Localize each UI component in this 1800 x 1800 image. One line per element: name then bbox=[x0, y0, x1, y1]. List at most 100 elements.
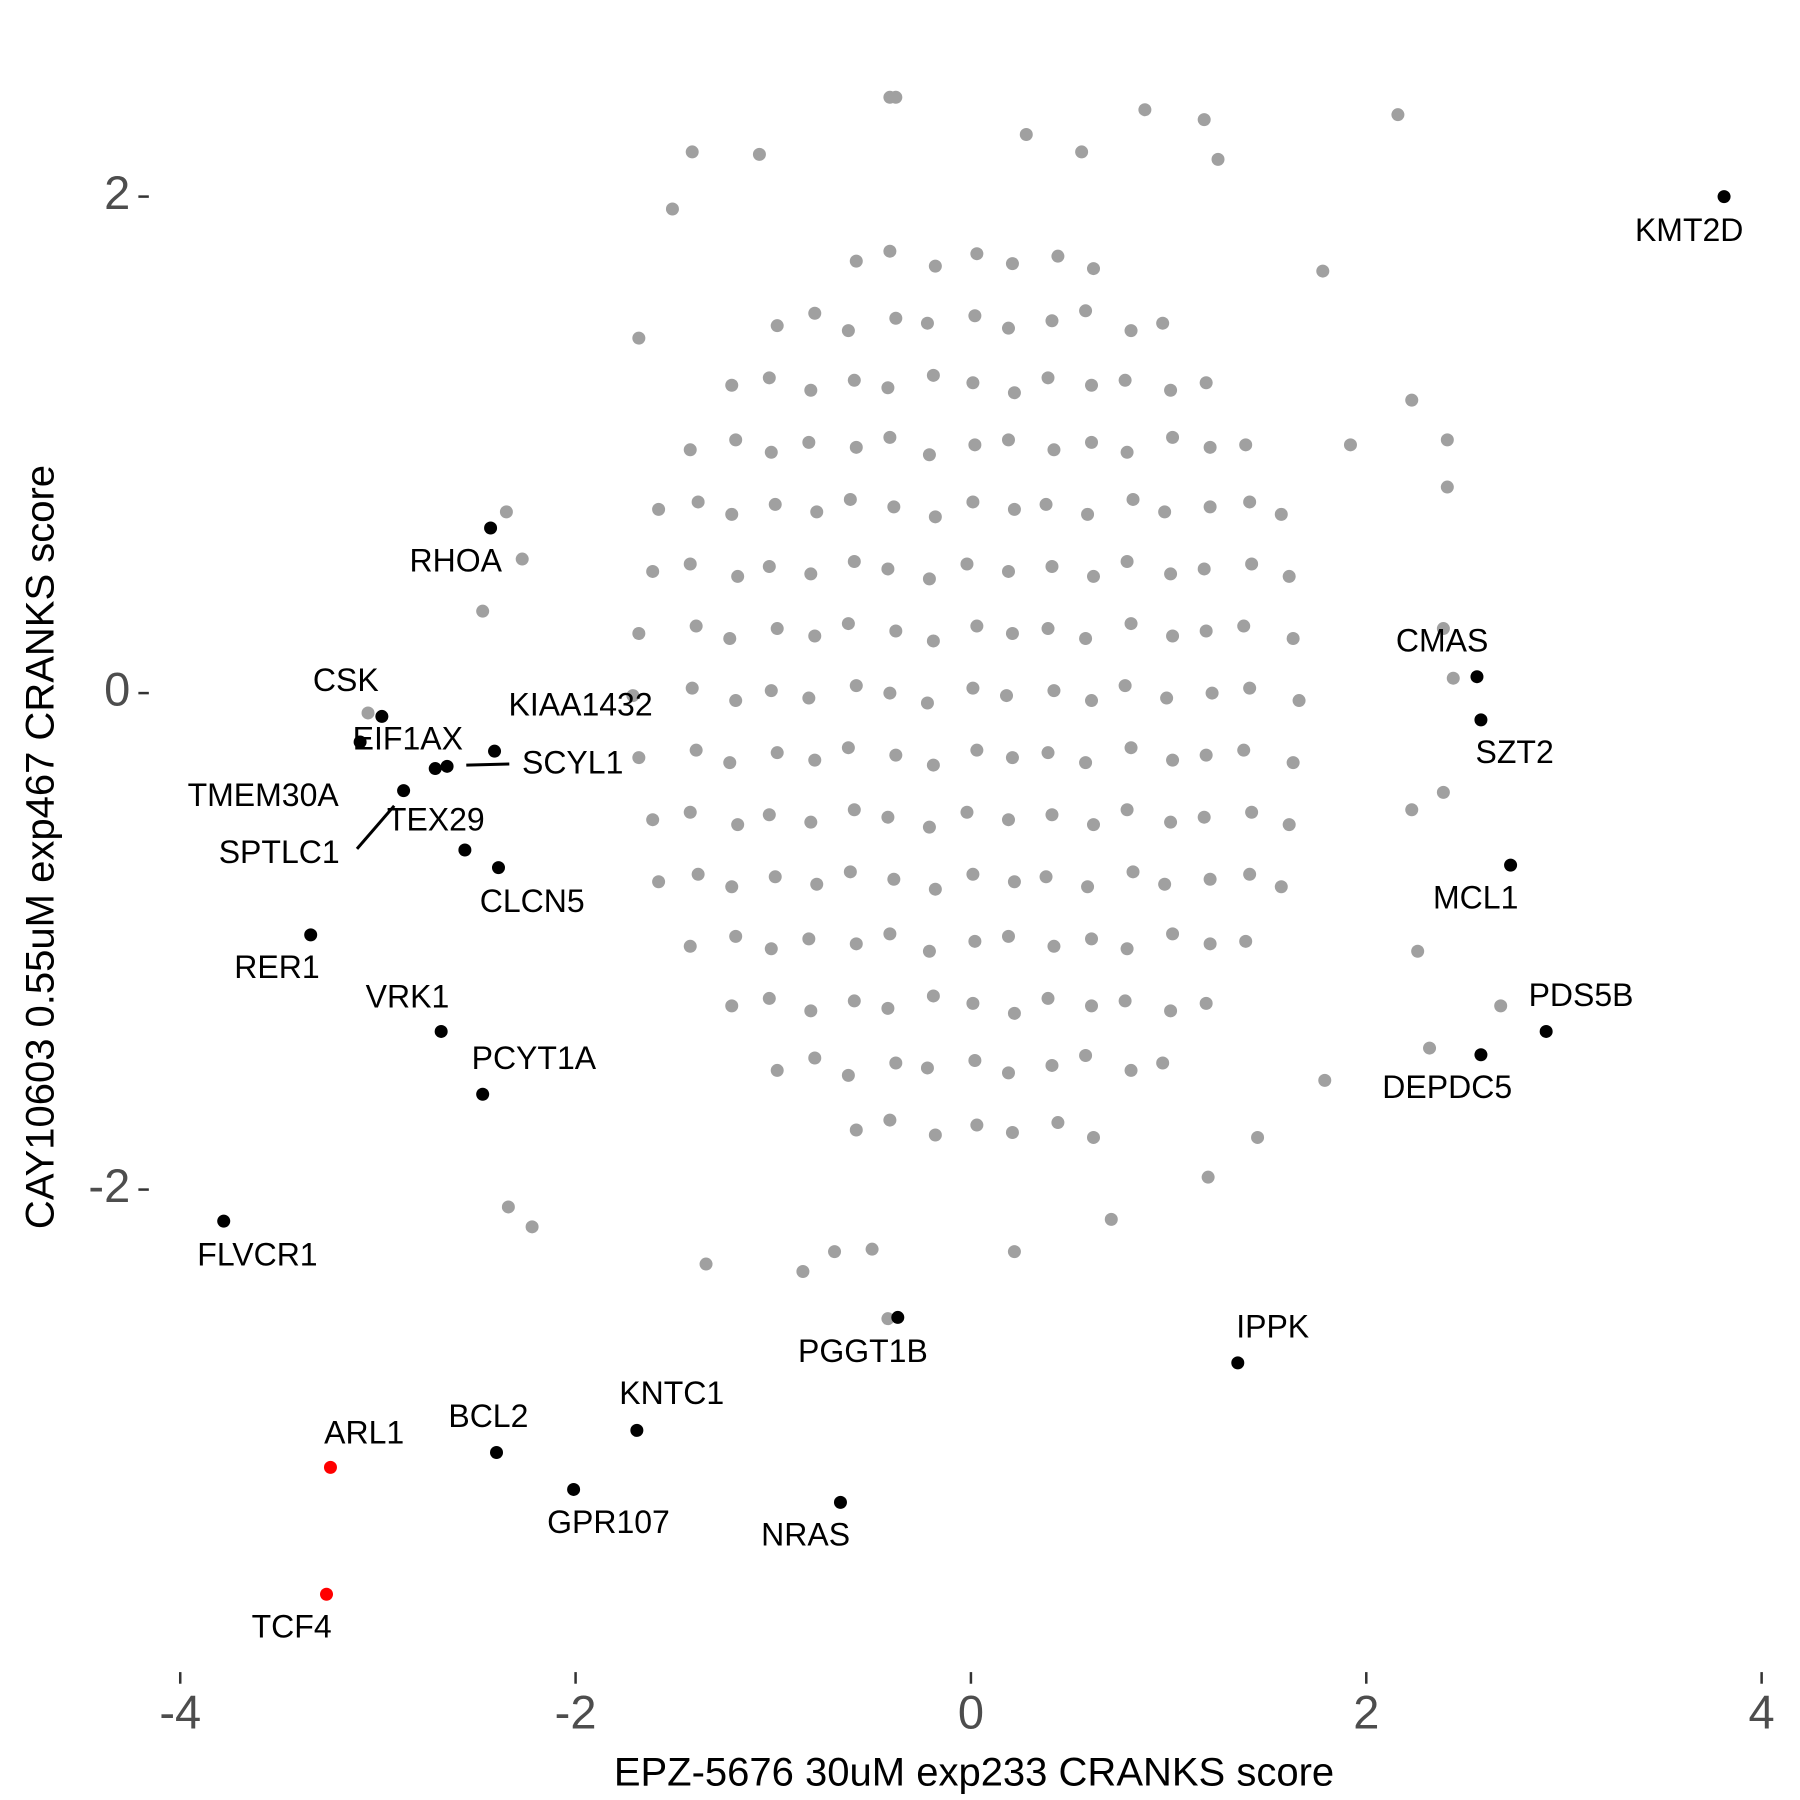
point bbox=[1239, 438, 1253, 452]
point bbox=[1158, 877, 1172, 891]
point-label: RER1 bbox=[234, 949, 319, 985]
point bbox=[1251, 1130, 1265, 1144]
point bbox=[764, 445, 778, 459]
point bbox=[849, 1123, 863, 1137]
point bbox=[683, 557, 697, 571]
point-label: SPTLC1 bbox=[219, 834, 340, 870]
point bbox=[1197, 810, 1211, 824]
point bbox=[731, 569, 745, 583]
point bbox=[928, 882, 942, 896]
point bbox=[1231, 1356, 1245, 1370]
point bbox=[652, 502, 666, 516]
point bbox=[488, 744, 502, 758]
point bbox=[1045, 559, 1059, 573]
point bbox=[1051, 1116, 1065, 1130]
point bbox=[725, 999, 739, 1013]
point bbox=[304, 928, 318, 942]
point bbox=[881, 810, 895, 824]
point bbox=[847, 373, 861, 387]
point bbox=[501, 1200, 515, 1214]
point bbox=[1005, 751, 1019, 765]
point bbox=[968, 1053, 982, 1067]
point bbox=[491, 861, 505, 875]
point bbox=[849, 937, 863, 951]
point bbox=[1007, 1006, 1021, 1020]
point bbox=[1079, 304, 1093, 318]
point bbox=[881, 381, 895, 395]
point bbox=[353, 735, 367, 749]
point bbox=[699, 1257, 713, 1271]
point bbox=[1118, 373, 1132, 387]
point bbox=[1274, 507, 1288, 521]
point bbox=[725, 880, 739, 894]
point bbox=[1156, 1056, 1170, 1070]
point bbox=[1039, 497, 1053, 511]
point-label: VRK1 bbox=[366, 978, 450, 1014]
point bbox=[1124, 1063, 1138, 1077]
point bbox=[729, 694, 743, 708]
point bbox=[764, 942, 778, 956]
point bbox=[1019, 128, 1033, 142]
point bbox=[1086, 1130, 1100, 1144]
point bbox=[1086, 569, 1100, 583]
point bbox=[1007, 1245, 1021, 1259]
point bbox=[1494, 999, 1508, 1013]
y-tick-label: -2 bbox=[88, 1159, 130, 1212]
point bbox=[1436, 785, 1450, 799]
point bbox=[1243, 495, 1257, 509]
point bbox=[1164, 815, 1178, 829]
point bbox=[1166, 430, 1180, 444]
point bbox=[1124, 324, 1138, 338]
point bbox=[1120, 803, 1134, 817]
point bbox=[762, 371, 776, 385]
point bbox=[632, 751, 646, 765]
point bbox=[1199, 748, 1213, 762]
point bbox=[1005, 1125, 1019, 1139]
y-tick-label: 2 bbox=[104, 166, 130, 219]
point bbox=[808, 629, 822, 643]
point bbox=[922, 944, 936, 958]
point bbox=[841, 324, 855, 338]
point bbox=[729, 433, 743, 447]
point bbox=[920, 696, 934, 710]
point bbox=[883, 927, 897, 941]
point bbox=[323, 1460, 337, 1474]
x-tick-label: 0 bbox=[958, 1686, 984, 1739]
point bbox=[762, 559, 776, 573]
point bbox=[1104, 1212, 1118, 1226]
point bbox=[1041, 622, 1055, 636]
point-label: PGGT1B bbox=[798, 1333, 928, 1369]
point bbox=[1474, 713, 1488, 727]
point bbox=[723, 631, 737, 645]
point bbox=[1199, 996, 1213, 1010]
point-label: BCL2 bbox=[448, 1398, 528, 1434]
point bbox=[685, 681, 699, 695]
point bbox=[1237, 743, 1251, 757]
point bbox=[1005, 257, 1019, 271]
point bbox=[683, 805, 697, 819]
point bbox=[320, 1587, 334, 1601]
point-label: DEPDC5 bbox=[1382, 1069, 1512, 1105]
point bbox=[970, 247, 984, 261]
point bbox=[883, 244, 897, 258]
point bbox=[1086, 262, 1100, 276]
x-tick-label: 4 bbox=[1749, 1686, 1775, 1739]
point-label: ARL1 bbox=[324, 1414, 404, 1450]
point bbox=[1081, 507, 1095, 521]
point bbox=[922, 448, 936, 462]
point bbox=[808, 306, 822, 320]
point bbox=[968, 309, 982, 323]
point bbox=[802, 932, 816, 946]
point bbox=[567, 1482, 581, 1496]
point bbox=[889, 311, 903, 325]
point bbox=[1126, 492, 1140, 506]
point bbox=[1001, 813, 1015, 827]
point bbox=[1120, 942, 1134, 956]
point-label: KMT2D bbox=[1635, 212, 1743, 248]
point bbox=[217, 1214, 231, 1228]
point bbox=[731, 818, 745, 832]
point bbox=[1197, 562, 1211, 576]
point bbox=[849, 440, 863, 454]
point bbox=[1166, 629, 1180, 643]
